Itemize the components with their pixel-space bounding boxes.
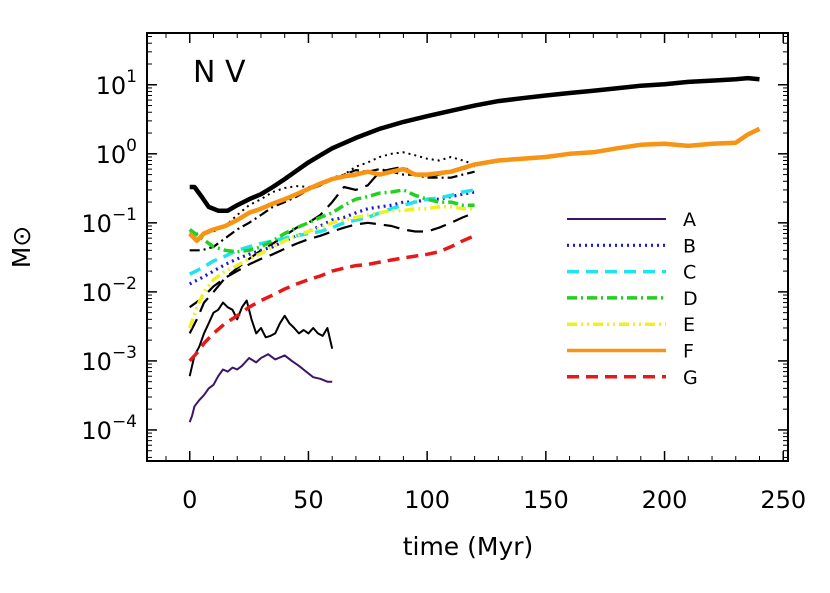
x-tick-label: 150 (523, 486, 569, 514)
legend-label: C (683, 262, 696, 284)
y-tick-label: 10−3 (81, 343, 137, 376)
y-tick-exponent: −4 (112, 412, 137, 432)
y-tick-base: 10 (96, 72, 127, 100)
panel-title: N V (193, 55, 246, 90)
legend-label: E (683, 314, 695, 336)
y-tick-exponent: −3 (112, 343, 137, 363)
series-line-c (188, 188, 475, 276)
legend-label: A (683, 209, 696, 231)
x-axis-label: time (Myr) (403, 532, 534, 561)
y-tick-base: 10 (96, 141, 127, 169)
legend-label: D (683, 288, 698, 310)
y-tick-label: 10−2 (81, 274, 137, 307)
x-tick-label: 200 (642, 486, 688, 514)
y-tick-exponent: 0 (126, 136, 137, 156)
series-layer (188, 75, 761, 423)
y-tick-exponent: −2 (112, 274, 137, 294)
y-tick-base: 10 (81, 210, 112, 238)
series-line-a (188, 353, 333, 423)
y-tick-label: 101 (96, 67, 137, 100)
y-tick-base: 10 (81, 279, 112, 307)
series-line-b (188, 190, 475, 286)
y-tick-base: 10 (81, 348, 112, 376)
y-tick-base: 10 (81, 417, 112, 445)
x-tick-label: 250 (760, 486, 806, 514)
series-line (189, 211, 475, 309)
legend-label: F (683, 341, 694, 363)
y-tick-exponent: 1 (126, 67, 137, 87)
x-tick-label: 0 (182, 486, 197, 514)
y-axis-label: M⊙ (7, 226, 36, 269)
series-line (189, 151, 475, 235)
y-tick-label: 100 (96, 136, 137, 169)
legend-label: B (683, 235, 696, 257)
series-line-e (188, 205, 475, 329)
series-line (189, 75, 760, 213)
x-tick-label: 100 (404, 486, 450, 514)
x-tick-label: 50 (293, 486, 324, 514)
plot-frame (146, 32, 789, 462)
series-line (188, 299, 334, 377)
y-tick-exponent: −1 (112, 205, 137, 225)
y-tick-label: 10−4 (81, 412, 137, 445)
legend-label: G (683, 367, 698, 389)
y-tick-label: 10−1 (81, 205, 137, 238)
series-line-f (188, 126, 761, 244)
